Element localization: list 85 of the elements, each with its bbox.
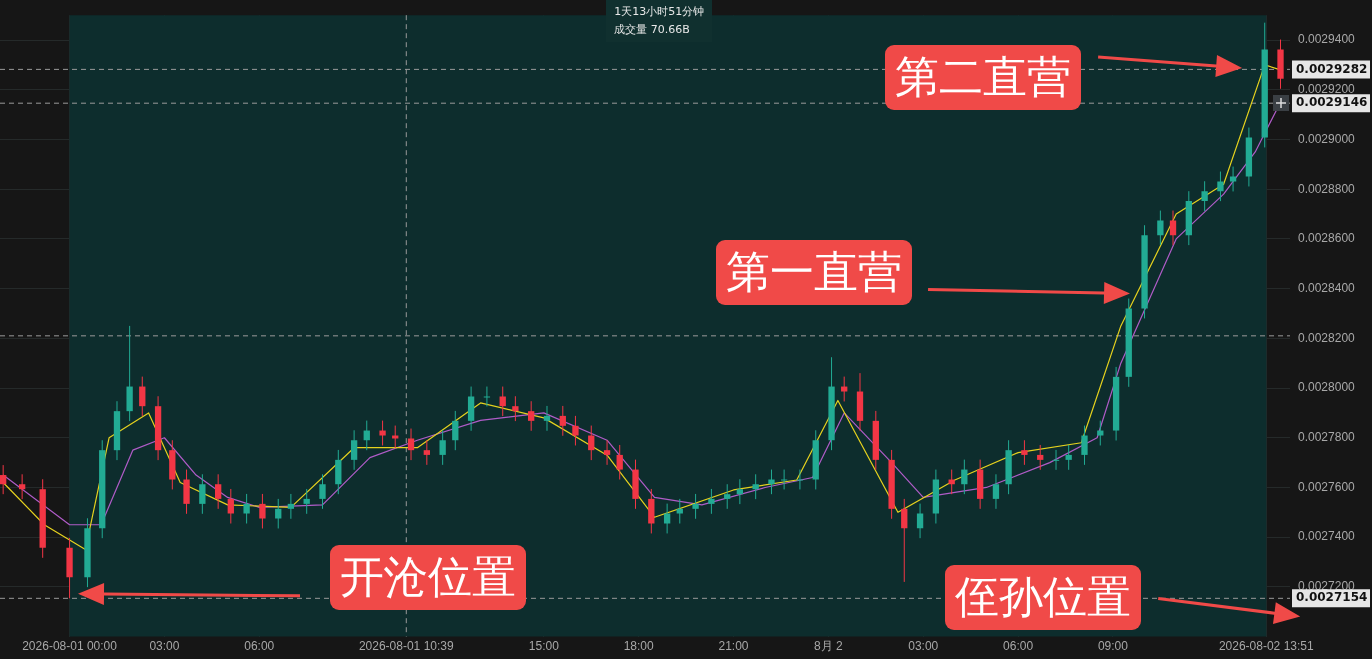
x-tick-label: 15:00 (528, 639, 560, 654)
candlestick (603, 439, 611, 466)
y-tick-label: 0.0029000 (1298, 131, 1356, 146)
candlestick (1052, 449, 1060, 471)
candlestick (303, 488, 310, 515)
candlestick (483, 386, 491, 407)
candlestick (796, 469, 804, 490)
candlestick (1021, 439, 1028, 466)
annotation: 第二直营 (885, 45, 1081, 110)
candlestick (499, 386, 506, 417)
candlestick (663, 503, 671, 534)
x-tick-label: 09:00 (1097, 639, 1129, 654)
y-tick-label: 0.0027800 (1298, 430, 1356, 445)
candlestick (752, 473, 759, 500)
y-tick-label: 0.0029400 (1298, 32, 1356, 47)
candlestick (199, 473, 206, 515)
candlestick (616, 444, 623, 481)
ref-line-label: 0.0029146 (1296, 95, 1368, 110)
candlestick (708, 488, 715, 515)
annotation: 第一直营 (716, 240, 912, 305)
candlestick (916, 503, 924, 539)
y-tick-label: 0.0028000 (1298, 380, 1356, 395)
candlestick (676, 498, 683, 525)
x-tick-label: 2026-08-01 00:00 (22, 639, 118, 654)
candlestick (692, 493, 699, 520)
candlestick (1157, 210, 1164, 246)
candlestick (768, 469, 775, 495)
x-tick-label: 2026-08-02 13:51 (1218, 639, 1314, 654)
candlestick (423, 439, 430, 466)
candlestick (901, 498, 908, 583)
annotation: 开沧位置 (330, 545, 526, 610)
candlestick (780, 469, 788, 490)
candlestick (227, 488, 234, 525)
candlestick (407, 428, 415, 461)
ref-line-label: 0.0027154 (1296, 590, 1368, 605)
candlestick (724, 483, 731, 510)
candlestick (319, 473, 326, 510)
candlestick (992, 473, 1000, 510)
candlestick (18, 473, 26, 500)
x-tick-label: 03:00 (149, 639, 180, 654)
y-tick-label: 0.0028600 (1298, 231, 1356, 246)
candlestick (1097, 420, 1104, 446)
candlestick (1065, 444, 1072, 471)
candlestick (736, 478, 744, 505)
candlestick (961, 459, 968, 495)
ref-line-label: 0.0029282 (1296, 61, 1368, 76)
candlestick (243, 493, 250, 525)
x-tick-label: 03:00 (908, 639, 939, 654)
candlestick (588, 425, 595, 461)
annotation: 成交量 70.66B (614, 22, 691, 38)
candlestick (1169, 210, 1177, 246)
x-tick-label: 06:00 (244, 639, 275, 654)
x-tick-label: 2026-08-01 10:39 (358, 639, 454, 654)
annotation: 侄孙位置 (945, 565, 1141, 630)
x-tick-label: 8月 2 (814, 639, 844, 654)
candlestick (0, 464, 7, 495)
candlestick (287, 493, 295, 520)
candlestick (528, 400, 535, 432)
candlestick (512, 395, 519, 422)
candlestick (841, 376, 848, 402)
candlestick (379, 420, 386, 446)
y-tick-label: 0.0027400 (1298, 529, 1356, 544)
x-tick-label: 21:00 (718, 639, 749, 654)
candlestick (350, 429, 358, 471)
candlestick (559, 405, 566, 437)
y-tick-label: 0.0029200 (1298, 82, 1356, 97)
y-tick-label: 0.0028200 (1298, 330, 1356, 345)
candlestick (1217, 171, 1224, 202)
candlestick (452, 410, 459, 451)
candlestick (439, 429, 446, 466)
x-tick-label: 06:00 (1003, 639, 1034, 654)
candlestick (1037, 444, 1044, 471)
y-tick-label: 0.0028400 (1298, 280, 1356, 295)
x-tick-label: 18:00 (623, 639, 655, 654)
candlestick (1201, 180, 1208, 212)
candlestick (1081, 425, 1088, 466)
candlestick (139, 376, 146, 417)
candlestick (215, 473, 222, 510)
candlestick (543, 405, 551, 432)
y-tick-label: 0.0027600 (1298, 479, 1356, 494)
candlestick (275, 498, 282, 529)
candlestick (259, 493, 266, 529)
candlestick (572, 415, 579, 446)
y-tick-label: 0.0028800 (1298, 181, 1356, 196)
annotation: 1天13小时51分钟 (614, 4, 705, 20)
